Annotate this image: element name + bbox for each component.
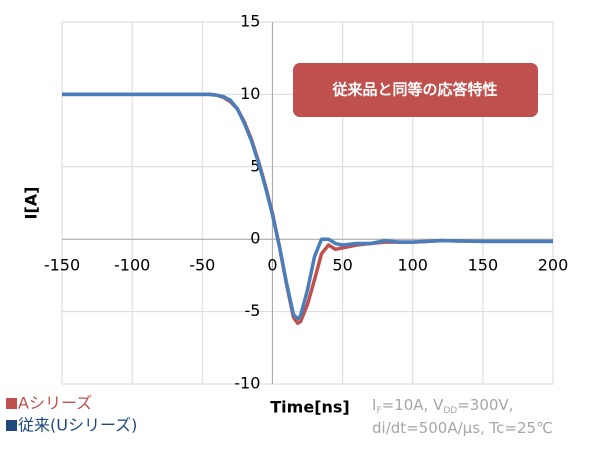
x-tick-label: 200	[538, 256, 569, 275]
x-tick-label: 150	[468, 256, 499, 275]
y-tick-label: 10	[240, 84, 260, 103]
legend-marker	[6, 420, 17, 431]
series-line	[62, 92, 553, 321]
y-tick-label: -10	[234, 374, 260, 393]
note-part: =300V,	[457, 396, 513, 414]
x-tick-label: 50	[332, 256, 352, 275]
note-part: =10A, V	[382, 396, 444, 414]
note-part: DD	[443, 406, 457, 416]
legend-marker	[6, 398, 17, 409]
note: IF=10A, VDD=300V,	[372, 396, 513, 416]
annotation-box	[293, 63, 538, 117]
y-tick-label: 15	[240, 12, 260, 31]
note-part: F	[376, 406, 381, 416]
x-tick-label: -50	[189, 256, 215, 275]
y-tick-label: -5	[244, 301, 260, 320]
x-tick-label: 0	[267, 256, 277, 275]
legend-label: 従来(Uシリーズ)	[18, 416, 137, 435]
y-tick-label: 5	[250, 156, 260, 175]
note-part: I	[372, 396, 376, 414]
x-tick-label: -100	[114, 256, 150, 275]
note-part: di/dt=500A/μs, Tc=25℃	[372, 419, 553, 437]
note: di/dt=500A/μs, Tc=25℃	[372, 419, 553, 437]
x-axis-label: Time[ns]	[270, 398, 349, 417]
annotation: 従来品と同等の応答特性	[331, 81, 497, 99]
y-tick-label: 0	[250, 229, 260, 248]
legend-label: Aシリーズ	[18, 394, 92, 413]
y-axis-label: I[A]	[22, 187, 41, 220]
x-tick-label: -150	[44, 256, 80, 275]
x-tick-label: 100	[397, 256, 428, 275]
